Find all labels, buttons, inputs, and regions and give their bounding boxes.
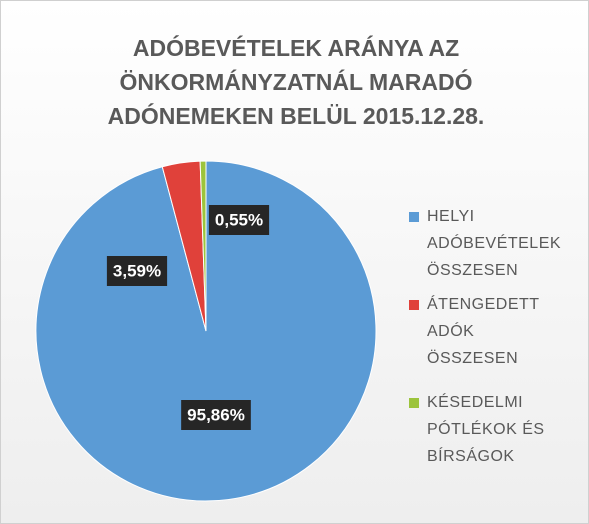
legend-item: ÁTENGEDETT ADÓK ÖSSZESEN xyxy=(409,291,569,372)
data-label: 0,55% xyxy=(215,210,263,229)
legend-item: KÉSEDELMI PÓTLÉKOK ÉS BÍRSÁGOK xyxy=(409,389,569,470)
data-label-bg xyxy=(208,205,270,235)
chart-title: ADÓBEVÉTELEK ARÁNYA AZ ÖNKORMÁNYZATNÁL M… xyxy=(107,35,485,129)
legend-swatch xyxy=(409,398,419,408)
data-label-bg xyxy=(181,400,251,430)
legend-label: ÁTENGEDETT ADÓK ÖSSZESEN xyxy=(427,296,540,367)
pie-slice xyxy=(199,160,207,332)
legend-label: KÉSEDELMI PÓTLÉKOK ÉS BÍRSÁGOK xyxy=(427,394,545,465)
data-label: 3,59% xyxy=(113,261,161,280)
data-label: 95,86% xyxy=(187,405,245,424)
legend-item: HELYI ADÓBEVÉTELEK ÖSSZESEN xyxy=(409,203,569,284)
legend-label: HELYI ADÓBEVÉTELEK ÖSSZESEN xyxy=(427,208,562,279)
data-label-bg xyxy=(106,256,168,286)
legend-swatch xyxy=(409,212,419,222)
legend-swatch xyxy=(409,300,419,310)
